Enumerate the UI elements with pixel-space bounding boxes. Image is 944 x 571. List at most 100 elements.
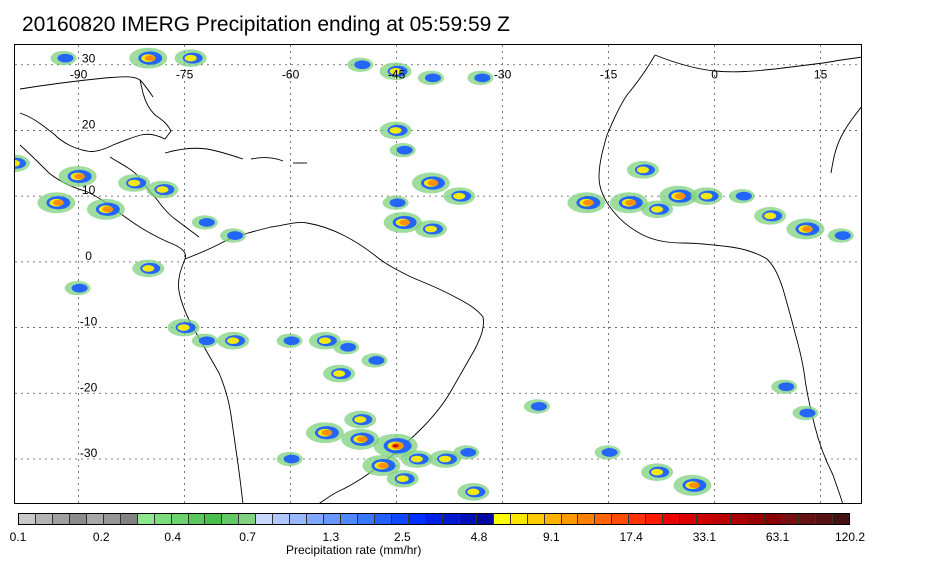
map-title: 20160820 IMERG Precipitation ending at 0… bbox=[22, 13, 510, 36]
latitude-label: 0 bbox=[85, 249, 92, 263]
colorbar-title: Precipitation rate (mm/hr) bbox=[286, 543, 422, 557]
precipitation-cell bbox=[184, 54, 197, 62]
precipitation-map: -90 -75 -60 -45 -30 -15 0 15 30 20 10 0 -10 -20 -30 bbox=[14, 44, 862, 504]
colorbar-swatch bbox=[646, 514, 664, 524]
precipitation-cell bbox=[396, 145, 413, 155]
precipitation-cell bbox=[321, 429, 333, 436]
colorbar-swatch bbox=[781, 514, 799, 524]
colorbar-swatch bbox=[239, 514, 257, 524]
colorbar-swatch bbox=[697, 514, 715, 524]
colorbar-swatch bbox=[290, 514, 308, 524]
precipitation-cell bbox=[651, 468, 664, 476]
precipitation-cell bbox=[354, 416, 367, 423]
precipitation-cell bbox=[601, 448, 618, 457]
precipitation-cell bbox=[453, 192, 466, 200]
colorbar-swatch bbox=[256, 514, 274, 524]
precipitation-cell bbox=[802, 226, 813, 232]
colorbar-swatch bbox=[35, 514, 53, 524]
precipitation-cell bbox=[460, 448, 477, 457]
colorbar-swatch bbox=[171, 514, 189, 524]
longitude-label: -75 bbox=[176, 68, 194, 82]
coastline-south-america-west bbox=[178, 258, 244, 503]
colorbar-label: 4.8 bbox=[470, 530, 488, 544]
colorbar-swatch bbox=[69, 514, 87, 524]
colorbar-swatch bbox=[137, 514, 155, 524]
precipitation-cell bbox=[674, 193, 686, 200]
colorbar-swatch bbox=[307, 514, 325, 524]
latitude-label: -30 bbox=[80, 446, 98, 460]
precipitation-cell bbox=[392, 444, 399, 448]
precipitation-cell bbox=[834, 231, 851, 240]
precipitation-cell bbox=[530, 402, 547, 411]
colorbar-label: 0.4 bbox=[164, 530, 182, 544]
latitude-label: 10 bbox=[82, 183, 96, 197]
colorbar-label: 2.5 bbox=[394, 530, 411, 544]
colorbar-swatch bbox=[595, 514, 613, 524]
precipitation-cell bbox=[625, 199, 637, 206]
coastlines bbox=[19, 54, 861, 503]
precipitation-cell bbox=[427, 180, 439, 186]
precipitation-overlay bbox=[15, 47, 854, 501]
colorbar-swatch bbox=[764, 514, 782, 524]
precipitation-cell bbox=[15, 160, 20, 167]
precipitation-cell bbox=[15, 157, 26, 169]
longitude-label: -45 bbox=[388, 68, 406, 82]
precipitation-cell bbox=[318, 337, 331, 345]
precipitation-cell bbox=[636, 166, 649, 174]
colorbar-swatch bbox=[103, 514, 121, 524]
colorbar-swatch bbox=[324, 514, 342, 524]
colorbar-swatch bbox=[358, 514, 376, 524]
precipitation-cell bbox=[389, 127, 402, 134]
precipitation-cell bbox=[651, 205, 664, 213]
colorbar-swatch bbox=[680, 514, 698, 524]
colorbar-swatch bbox=[544, 514, 562, 524]
precipitation-cell bbox=[71, 283, 88, 293]
precipitation-cell bbox=[198, 336, 215, 346]
precipitation-cell bbox=[74, 173, 85, 180]
precipitation-cell bbox=[57, 53, 74, 63]
precipitation-cell bbox=[467, 488, 480, 496]
precipitation-cell bbox=[368, 356, 385, 365]
coastline-mediterranean bbox=[654, 54, 861, 73]
precipitation-cell bbox=[583, 199, 594, 206]
colorbar-swatch bbox=[459, 514, 477, 524]
coastline-north-america bbox=[19, 76, 172, 152]
latitude-labels: 30 20 10 0 -10 -20 -30 bbox=[80, 52, 98, 460]
colorbar-swatch bbox=[663, 514, 681, 524]
precipitation-cell bbox=[378, 462, 389, 469]
precipitation-cell bbox=[439, 455, 452, 463]
colorbar-label: 1.3 bbox=[322, 530, 340, 544]
coastline-africa-east bbox=[830, 106, 861, 174]
colorbar-swatch bbox=[273, 514, 291, 524]
precipitation-cell bbox=[735, 191, 752, 201]
colorbar-swatch bbox=[408, 514, 426, 524]
colorbar-swatch bbox=[222, 514, 240, 524]
colorbar-swatch bbox=[731, 514, 748, 524]
colorbar-swatch bbox=[442, 514, 460, 524]
colorbar-label: 63.1 bbox=[765, 530, 790, 544]
latitude-label: -20 bbox=[80, 380, 98, 394]
coastline-florida bbox=[139, 79, 154, 98]
precipitation-cell bbox=[389, 67, 402, 75]
colorbar-swatch bbox=[188, 514, 206, 524]
precipitation-cell bbox=[354, 60, 371, 70]
precipitation-cell bbox=[340, 342, 357, 352]
latitude-label: -10 bbox=[80, 315, 98, 329]
colorbar-swatch bbox=[493, 514, 511, 524]
colorbar-swatch bbox=[341, 514, 359, 524]
coastline-cuba bbox=[164, 147, 244, 160]
precipitation-cell bbox=[778, 382, 795, 392]
precipitation-cell bbox=[410, 455, 423, 463]
colorbar-swatch bbox=[510, 514, 528, 524]
longitude-label: -60 bbox=[282, 68, 300, 82]
colorbar-swatch bbox=[375, 514, 392, 524]
precipitation-cell bbox=[53, 199, 64, 206]
colorbar-swatch bbox=[747, 514, 765, 524]
precipitation-cell bbox=[102, 206, 114, 213]
precipitation-cell bbox=[198, 218, 215, 227]
colorbar-swatch bbox=[815, 514, 833, 524]
precipitation-cell bbox=[144, 55, 156, 62]
colorbar-label: 0.1 bbox=[9, 530, 27, 544]
colorbar-swatch bbox=[561, 514, 579, 524]
precipitation-cell bbox=[424, 225, 437, 233]
